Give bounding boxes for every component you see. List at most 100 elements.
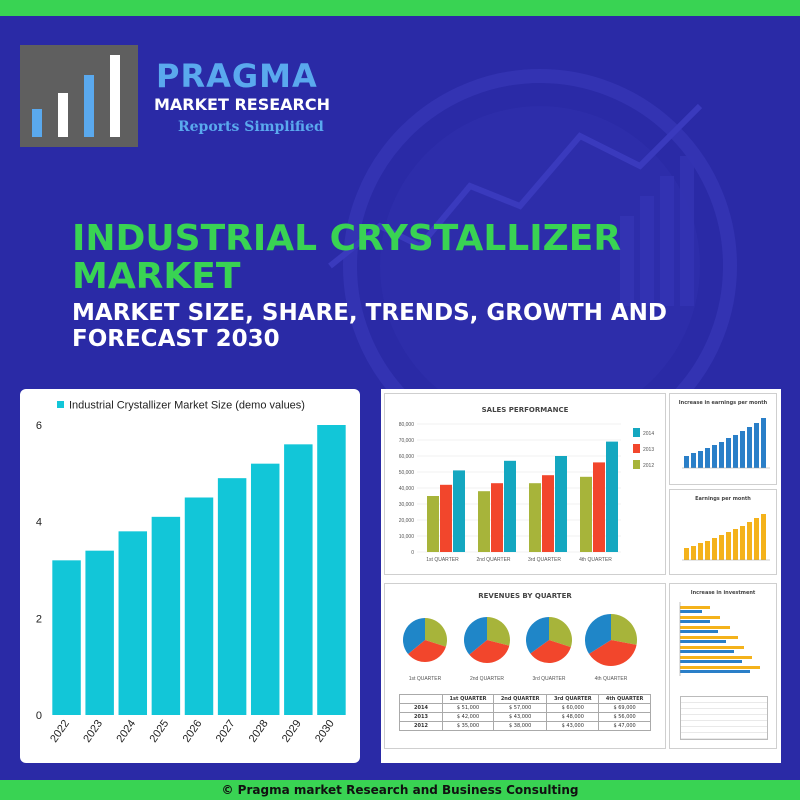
x-tick-label: 2025 [147, 718, 171, 745]
sales-legend-label: 2014 [643, 431, 654, 437]
table-cell: $ 69,000 [598, 703, 651, 713]
sales-bar-2012 [529, 483, 541, 552]
table-cell: $ 56,000 [598, 712, 651, 722]
y-tick-label: 0 [36, 710, 42, 722]
sales-y-tick: 50,000 [399, 470, 415, 476]
sales-bar-2013 [593, 462, 605, 552]
sales-bar-2013 [542, 475, 554, 552]
pie-slice [464, 617, 487, 655]
sales-bar-2013 [491, 483, 503, 552]
revenue-table: 1st QUARTER 2nd QUARTER 3rd QUARTER 4th … [399, 694, 651, 731]
brand-name: PRAGMA [156, 57, 318, 95]
x-tick-label: 2024 [114, 718, 138, 745]
table-row: 2013 $ 42,000 $ 43,000 $ 48,000 $ 56,000 [399, 712, 651, 722]
sales-bar-2014 [453, 470, 465, 552]
sales-x-tick: 2nd QUARTER [476, 557, 510, 563]
logo-bars-icon [20, 45, 138, 147]
sales-bar-2012 [478, 491, 490, 552]
sales-bar-2014 [606, 441, 618, 552]
report-subtitle: MARKET SIZE, SHARE, TRENDS, GROWTH AND F… [72, 300, 668, 352]
sales-y-tick: 40,000 [399, 486, 415, 492]
legend-label: Industrial Crystallizer Market Size (dem… [69, 400, 305, 412]
pie-slice [469, 640, 510, 663]
revenue-pie-charts: 1st QUARTER 2nd QUARTER 3rd QUARTER 4th QUA… [403, 614, 637, 682]
earnings-per-month-title: Earnings per month [695, 496, 751, 502]
sales-bar-2012 [580, 476, 592, 552]
x-tick-label: 2030 [313, 718, 337, 745]
table-row: 2014 $ 51,000 $ 57,000 $ 60,000 $ 69,000 [399, 703, 651, 713]
sales-bar-2014 [555, 456, 567, 552]
earnings-per-month-chart [682, 514, 770, 561]
pie-slice [403, 618, 425, 655]
table-header-cell: 1st QUARTER [441, 694, 495, 704]
table-row-year: 2013 [399, 712, 443, 722]
market-size-bar-chart: Industrial Crystallizer Market Size (dem… [36, 400, 346, 745]
dashboard-collage: SALES PERFORMANCE 80,000 70,000 60,000 50,0… [381, 389, 781, 763]
pie-label: 2nd QUARTER [470, 676, 504, 682]
report-title: INDUSTRIAL CRYSTALLIZER MARKET [72, 218, 622, 297]
table-header-cell: 2nd QUARTER [493, 694, 548, 704]
revenues-by-quarter-title: REVENUES BY QUARTER [478, 592, 572, 600]
y-tick-label: 2 [36, 613, 42, 625]
table-row-year: 2012 [399, 721, 443, 731]
investment-table-placeholder [680, 696, 768, 740]
brand-subtitle: MARKET RESEARCH [154, 95, 330, 114]
bar-2023 [85, 550, 114, 715]
sales-legend-swatch [633, 460, 640, 469]
revenue-table-header: 1st QUARTER 2nd QUARTER 3rd QUARTER 4th … [399, 694, 651, 704]
earnings-increase-chart [682, 418, 770, 469]
sales-y-tick: 30,000 [399, 502, 415, 508]
pie-slice [549, 617, 572, 648]
pie-slice [408, 640, 446, 662]
bar-2028 [250, 463, 280, 715]
y-tick-label: 6 [36, 420, 42, 432]
sales-y-tick: 60,000 [399, 454, 415, 460]
earnings-increase-panel: Increase in earnings per month [669, 393, 777, 485]
table-cell: $ 43,000 [546, 721, 600, 731]
pie-slice [530, 640, 571, 663]
sales-performance-title: SALES PERFORMANCE [481, 406, 569, 414]
sales-y-tick: 70,000 [399, 438, 415, 444]
bar-2026 [184, 497, 214, 715]
investment-increase-panel: Increase in investment [669, 583, 777, 749]
sales-bar-2012 [427, 496, 439, 552]
market-size-chart-card: Industrial Crystallizer Market Size (dem… [20, 389, 360, 763]
table-cell: $ 47,000 [598, 721, 651, 731]
pie-slice [585, 614, 611, 654]
table-cell: $ 42,000 [441, 712, 495, 722]
table-cell: $ 35,000 [441, 721, 495, 731]
table-cell: $ 51,000 [441, 703, 495, 713]
table-row: 2012 $ 35,000 $ 38,000 $ 43,000 $ 47,000 [399, 721, 651, 731]
y-tick-label: 4 [36, 517, 42, 529]
investment-increase-chart [679, 602, 760, 676]
table-cell: $ 60,000 [546, 703, 600, 713]
pie-slice [611, 614, 637, 645]
legend-swatch [57, 401, 64, 408]
footer-copyright: © Pragma market Research and Business Co… [0, 780, 800, 800]
sales-x-tick: 1st QUARTER [426, 557, 459, 563]
pie-label: 4th QUARTER [595, 676, 628, 682]
pie-slice [425, 618, 447, 647]
bar-2022 [52, 560, 81, 715]
bar-2025 [151, 516, 181, 715]
sales-legend-label: 2012 [643, 463, 654, 469]
top-accent-bar [0, 0, 800, 16]
x-tick-label: 2028 [247, 718, 271, 745]
sales-x-tick: 4th QUARTER [579, 557, 612, 563]
sales-y-tick: 10,000 [399, 534, 415, 540]
x-tick-label: 2029 [280, 718, 304, 745]
sales-x-tick: 3rd QUARTER [528, 557, 561, 563]
table-cell: $ 38,000 [493, 721, 548, 731]
brand-tagline: Reports Simplified [178, 119, 324, 135]
earnings-per-month-panel: Earnings per month [669, 489, 777, 575]
sales-legend-label: 2013 [643, 447, 654, 453]
sales-legend-swatch [633, 444, 640, 453]
bar-2024 [118, 531, 148, 715]
table-cell: $ 57,000 [493, 703, 548, 713]
sales-performance-chart: 80,000 70,000 60,000 50,000 40,000 30,000 20,0… [399, 422, 655, 563]
bar-2030 [317, 425, 346, 715]
sales-y-tick: 80,000 [399, 422, 415, 428]
pie-slice [526, 617, 549, 654]
sales-bar-2014 [504, 460, 516, 552]
